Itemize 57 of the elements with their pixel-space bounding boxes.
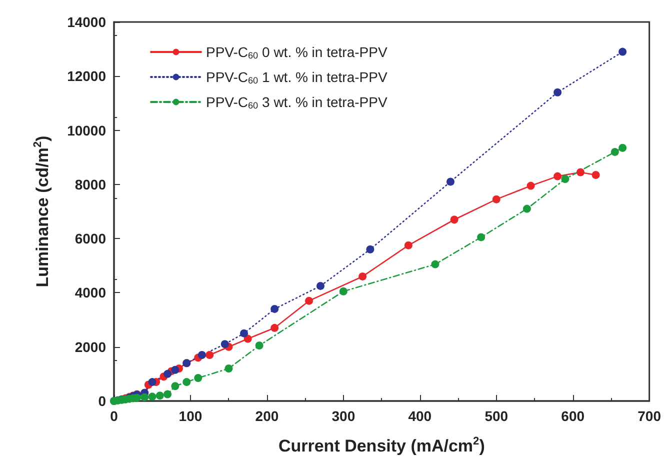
point [164, 390, 172, 398]
y-tick-label: 14000 [67, 14, 106, 30]
point [339, 287, 348, 296]
y-tick-label: 0 [98, 393, 106, 409]
point [554, 88, 562, 96]
y-tick-label: 10000 [67, 122, 106, 138]
x-tick-label: 100 [178, 408, 202, 424]
point [240, 329, 248, 338]
point [358, 272, 367, 280]
x-tick-label: 300 [332, 408, 356, 424]
point [255, 342, 264, 350]
point [554, 172, 562, 180]
point [220, 340, 229, 348]
point [198, 350, 206, 359]
x-tick-label: 0 [110, 408, 118, 424]
y-tick-label: 8000 [74, 176, 106, 192]
point [270, 324, 279, 332]
point [140, 393, 149, 402]
x-tick-label: 500 [484, 408, 508, 424]
x-tick-label: 200 [255, 408, 279, 424]
point [366, 245, 374, 254]
x-tick-label: 700 [638, 408, 662, 424]
point [194, 374, 202, 382]
point [404, 241, 412, 250]
y-tick-label: 2000 [74, 338, 106, 355]
x-tick-label: 400 [408, 408, 432, 424]
point [270, 304, 279, 313]
point [148, 378, 156, 386]
point [450, 216, 458, 224]
point [561, 175, 570, 184]
point [156, 392, 164, 400]
point [148, 392, 156, 401]
point [592, 170, 600, 179]
point [477, 233, 486, 242]
point [492, 195, 500, 204]
point [618, 144, 627, 152]
point [171, 366, 180, 374]
point [171, 382, 180, 390]
y-tick-label: 4000 [74, 284, 106, 301]
point [206, 350, 214, 359]
point [224, 364, 233, 373]
point [182, 378, 191, 386]
y-axis-title: Luminance (cd/m2) [32, 136, 52, 288]
point [522, 204, 531, 213]
point [431, 260, 440, 268]
point [305, 296, 314, 305]
point [244, 334, 252, 343]
point [164, 370, 172, 378]
y-tick-label: 6000 [74, 230, 106, 247]
point [610, 148, 619, 156]
point [576, 168, 584, 176]
y-tick-label: 12000 [67, 68, 106, 84]
point [316, 282, 324, 290]
x-tick-label: 600 [561, 408, 585, 424]
point [526, 182, 535, 190]
point [446, 178, 454, 186]
point [618, 48, 627, 56]
